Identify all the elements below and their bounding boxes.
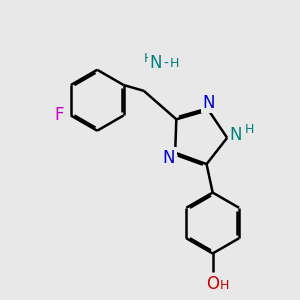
- Text: H: H: [169, 57, 179, 70]
- Text: N: N: [150, 55, 162, 73]
- Text: H: H: [144, 52, 154, 65]
- Text: N: N: [229, 126, 242, 144]
- Text: -: -: [164, 56, 169, 70]
- Text: H: H: [245, 123, 254, 136]
- Text: H: H: [220, 280, 230, 292]
- Text: N: N: [202, 94, 215, 112]
- Text: N: N: [163, 149, 175, 167]
- Text: O: O: [206, 275, 219, 293]
- Text: F: F: [54, 106, 63, 124]
